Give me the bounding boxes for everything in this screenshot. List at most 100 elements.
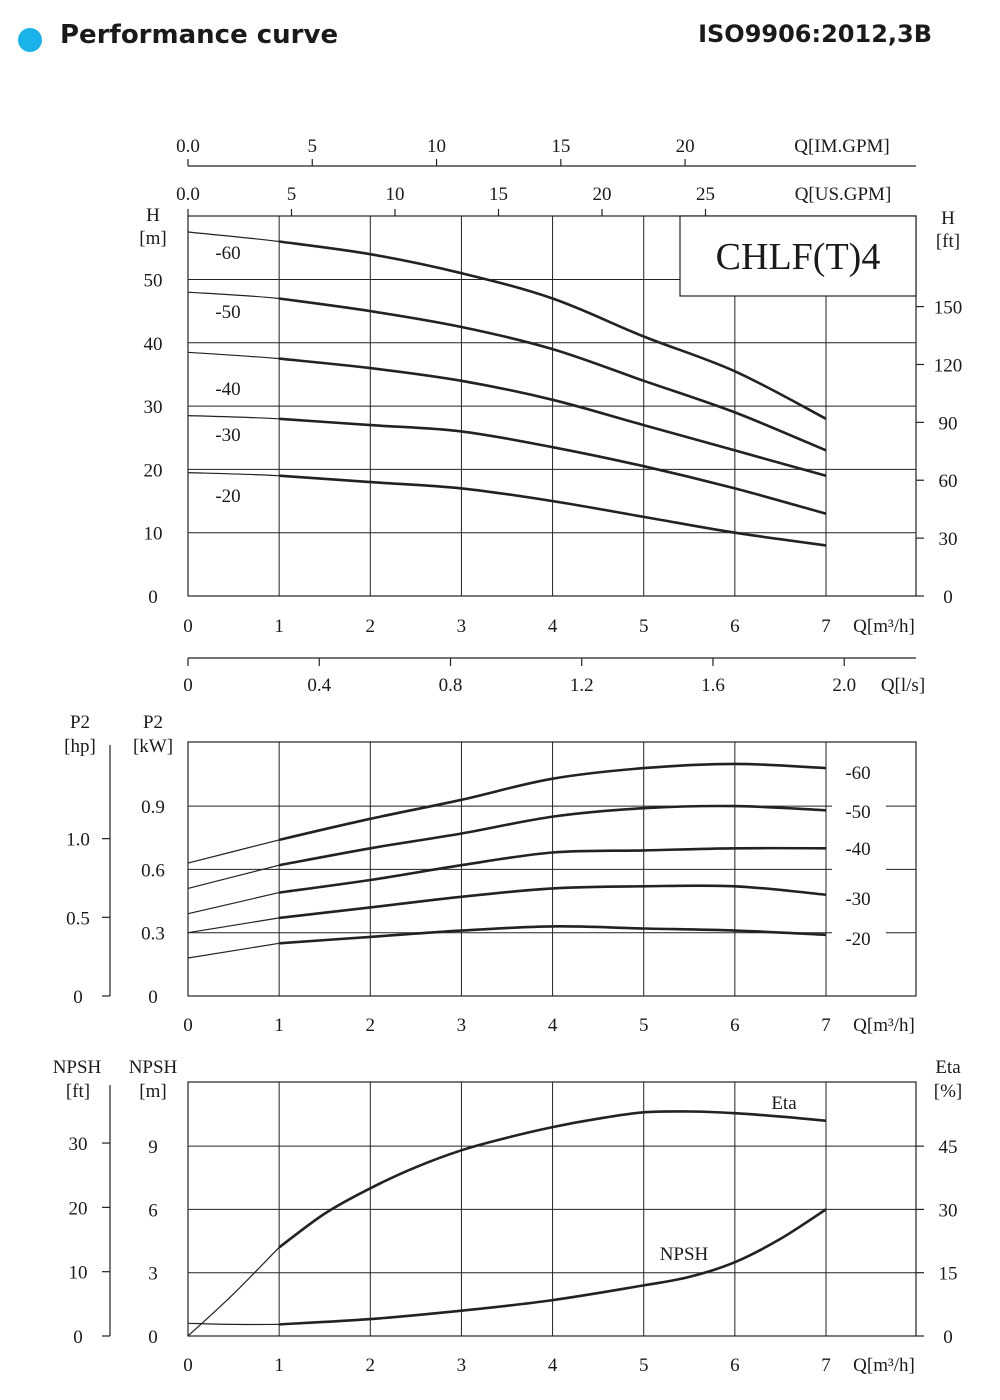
- npsh-ft-tick-label: 20: [69, 1198, 88, 1219]
- power-x-tick-label: 2: [366, 1015, 376, 1036]
- npsh-m-tick-label: 3: [148, 1264, 158, 1285]
- power-kw-axis-unit: [kW]: [133, 736, 173, 757]
- power-curve--30: [278, 884, 827, 920]
- head-curve-label: -20: [215, 486, 240, 507]
- eta-curve-start: [187, 1246, 280, 1337]
- power-kw-tick-label: 0.9: [141, 797, 165, 818]
- head-y-axis-label: H: [146, 205, 160, 226]
- power-curve-label: -30: [845, 889, 870, 910]
- head-curve-start: [187, 415, 280, 420]
- eta-tick-label: 30: [939, 1200, 958, 1221]
- power-curve-label: -50: [845, 802, 870, 823]
- head-x-tick-label: 6: [730, 616, 740, 637]
- head-ft-axis-label: H: [941, 208, 955, 229]
- head-curve-start: [187, 231, 280, 243]
- head-y-axis-unit: [m]: [139, 228, 166, 249]
- npsh-x-tick-label: 4: [548, 1355, 558, 1376]
- ls-tick-label: 1.6: [701, 675, 725, 696]
- head-x-tick-label: 2: [366, 616, 376, 637]
- power-curve--50: [278, 804, 827, 867]
- npsh-m-tick-label: 6: [148, 1200, 158, 1221]
- npsh-x-tick-label: 6: [730, 1355, 740, 1376]
- power-x-tick-label: 6: [730, 1015, 740, 1036]
- npsh-m-axis-label: NPSH: [129, 1057, 178, 1078]
- ls-axis-label: Q[l/s]: [881, 675, 925, 696]
- power-x-tick-label: 7: [821, 1015, 831, 1036]
- head-curve--30: [279, 417, 827, 515]
- head-ft-axis-unit: [ft]: [936, 231, 960, 252]
- im-gpm-tick-label: 10: [427, 136, 446, 157]
- power-x-tick-label: 3: [457, 1015, 467, 1036]
- us-gpm-tick-label: 25: [696, 184, 715, 205]
- head-curve-label: -50: [215, 302, 240, 323]
- power-x-axis-label: Q[m³/h]: [853, 1015, 915, 1036]
- power-curve-start: [187, 839, 280, 864]
- power-kw-tick-label: 0: [148, 987, 158, 1008]
- power-x-tick-label: 5: [639, 1015, 649, 1036]
- head-x-tick-label: 3: [457, 616, 467, 637]
- npsh-x-tick-label: 7: [821, 1355, 831, 1376]
- im-gpm-tick-label: 0.0: [176, 136, 200, 157]
- us-gpm-tick-label: 20: [593, 184, 612, 205]
- head-curve--40: [278, 357, 827, 477]
- im-gpm-tick-label: 5: [308, 136, 318, 157]
- power-hp-axis-label: P2: [70, 712, 90, 733]
- us-gpm-tick-label: 5: [287, 184, 297, 205]
- power-x-tick-label: 0: [183, 1015, 193, 1036]
- npsh-curve-start: [187, 1322, 280, 1326]
- power-label-mask: [832, 755, 886, 955]
- head-x-axis-label: Q[m³/h]: [853, 616, 915, 637]
- standard-label: ISO9906:2012,3B: [698, 20, 932, 48]
- ls-tick-label: 0.4: [307, 675, 331, 696]
- us-gpm-tick-label: 0.0: [176, 184, 200, 205]
- npsh-curve-label: NPSH: [660, 1244, 709, 1265]
- model-name: CHLF(T)4: [716, 236, 881, 278]
- head-y-tick-label: 50: [144, 271, 163, 292]
- us-gpm-tick-label: 10: [386, 184, 405, 205]
- power-kw-tick-label: 0.6: [141, 860, 165, 881]
- ls-tick-label: 1.2: [570, 675, 594, 696]
- head-y-tick-label: 0: [148, 587, 158, 608]
- npsh-ft-axis-label: NPSH: [53, 1057, 102, 1078]
- npsh-m-tick-label: 0: [148, 1327, 158, 1348]
- head-curve-start: [187, 351, 280, 360]
- head-curve--20: [279, 474, 827, 547]
- eta-curve: [278, 1110, 827, 1249]
- npsh-ft-tick-label: 30: [69, 1134, 88, 1155]
- npsh-ft-tick-label: 0: [73, 1327, 83, 1348]
- power-curve-label: -60: [845, 763, 870, 784]
- power-kw-tick-label: 0.3: [141, 924, 165, 945]
- npsh-x-tick-label: 2: [366, 1355, 376, 1376]
- npsh-curve: [279, 1208, 827, 1326]
- head-ft-tick-label: 150: [934, 298, 963, 319]
- head-curve-label: -30: [215, 425, 240, 446]
- head-chart: 0 1 2 3 4 5 6 7 Q[m³/h]01020304050H[m]0306090120…: [139, 136, 962, 696]
- head-curve-start: [187, 291, 280, 300]
- head-x-tick-label: 5: [639, 616, 649, 637]
- im-gpm-tick-label: 15: [551, 136, 570, 157]
- eta-tick-label: 15: [939, 1264, 958, 1285]
- power-curve-label: -40: [845, 839, 870, 860]
- power-x-tick-label: 1: [274, 1015, 284, 1036]
- head-x-tick-label: 4: [548, 616, 558, 637]
- head-curve-label: -60: [215, 243, 240, 264]
- head-ft-tick-label: 0: [943, 587, 953, 608]
- npsh-x-tick-label: 1: [274, 1355, 284, 1376]
- power-curve-start: [187, 892, 280, 915]
- power-hp-tick-label: 0: [73, 987, 83, 1008]
- power-curve-start: [187, 864, 280, 889]
- npsh-ft-axis-unit: [ft]: [66, 1081, 90, 1102]
- eta-tick-label: 0: [943, 1327, 953, 1348]
- npsh-x-tick-label: 0: [183, 1355, 193, 1376]
- ls-tick-label: 0.8: [439, 675, 463, 696]
- eta-axis-unit: [%]: [934, 1081, 962, 1102]
- power-curve--60: [278, 762, 827, 842]
- us-gpm-tick-label: 15: [489, 184, 508, 205]
- power-curve-label: -20: [845, 929, 870, 950]
- head-ft-tick-label: 30: [939, 529, 958, 550]
- npsh-x-tick-label: 3: [457, 1355, 467, 1376]
- ls-tick-label: 2.0: [832, 675, 856, 696]
- head-x-tick-label: 7: [821, 616, 831, 637]
- model-box: [679, 215, 917, 297]
